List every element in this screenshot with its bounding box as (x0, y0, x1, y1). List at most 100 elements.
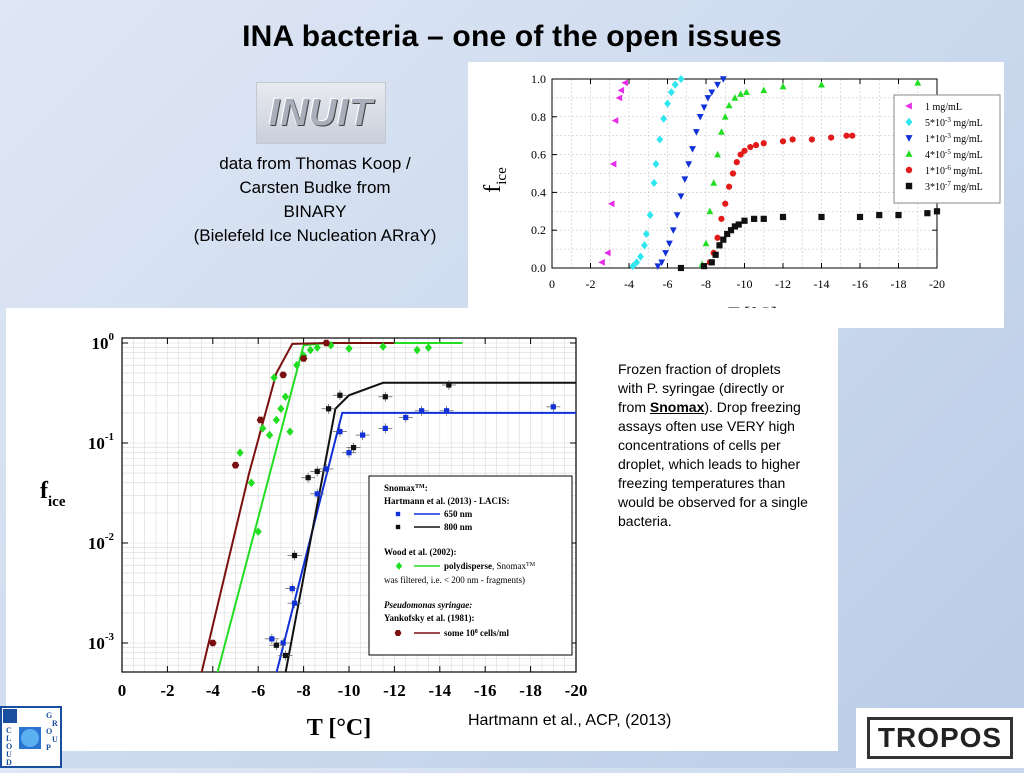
caption-text-end: ). Drop freezing assays often use VERY h… (618, 399, 808, 529)
lacis-frozen-fraction-chart: 0 -2 -4 -6 -8 -10 -12 -14 -16 -18 -2010010-110-210… (40, 331, 588, 741)
x-tick-label: -18 (519, 681, 542, 700)
gridlines (551, 78, 938, 269)
data-point (629, 262, 637, 271)
legend-marker (395, 524, 401, 530)
x-axis-label: T [°C] (307, 715, 372, 741)
data-point (760, 140, 767, 147)
legend-marker (905, 166, 913, 174)
tropos-logo-text: TROPOS (866, 717, 1014, 759)
data-point (779, 213, 787, 221)
data-point (700, 104, 708, 112)
x-tick-label: -16 (852, 277, 868, 291)
data-point (743, 88, 750, 96)
caption-snomax: Snomax (649, 399, 705, 415)
data-point (282, 652, 289, 659)
slide-title: INA bacteria – one of the open issues (242, 20, 782, 53)
inuit-logo-text: INUIT (268, 91, 374, 134)
x-tick-label: -8 (297, 681, 311, 700)
data-point (664, 99, 671, 108)
y-tick-exponent: -3 (105, 631, 115, 643)
data-point (325, 406, 332, 412)
data-point (637, 252, 644, 261)
data-point (615, 94, 623, 102)
data-point (265, 430, 274, 440)
y-axis-label: fice (40, 478, 66, 510)
x-tick-label: -16 (474, 681, 497, 700)
series-maroon (209, 339, 331, 647)
x-tick-label: -12 (383, 681, 406, 700)
data-point (722, 200, 729, 207)
legend-heading: SnomaxTM: (384, 483, 428, 493)
data-point (933, 208, 941, 215)
data-point (269, 636, 275, 642)
data-point (731, 223, 738, 230)
axis-tick-labels: 0 -2 -4 -6 -8 -10 -12 -14 -16 -18 -2010010-110-210… (88, 331, 588, 700)
x-tick-label: -2 (586, 277, 596, 291)
x-tick-label: -20 (929, 277, 945, 291)
data-point (914, 79, 922, 86)
logo-letter: D (6, 758, 12, 767)
data-point (280, 640, 286, 646)
data-point (708, 89, 716, 96)
legend-marker (395, 562, 403, 570)
data-source-text: data from Thomas Koop / Carsten Budke fr… (170, 152, 460, 248)
logo-letter: U (52, 735, 58, 744)
y-tick-exponent: -2 (105, 531, 115, 543)
legend-heading: Hartmann et al. (2013) - LACIS: (384, 496, 510, 506)
y-axis-label-sub: ice (494, 167, 510, 185)
data-point (681, 176, 689, 183)
legend-label: 4*10-5 mg/mL (925, 148, 983, 161)
series-cyan (629, 74, 685, 271)
x-tick-label: -14 (428, 681, 451, 700)
logo-letter: L (6, 734, 11, 743)
legend-label: 3*10-7 mg/mL (925, 180, 983, 193)
legend-box (368, 475, 573, 656)
data-point (607, 200, 615, 208)
data-point (727, 227, 735, 234)
data-point (751, 215, 758, 222)
data-point (650, 178, 658, 187)
data-point (677, 264, 685, 272)
data-point (760, 215, 767, 222)
y-tick-label: 10-1 (88, 431, 114, 453)
legend-marker (905, 117, 913, 127)
data-point (712, 251, 719, 258)
legend-label: 1*10-6 mg/mL (925, 164, 983, 177)
legend-marker (905, 150, 913, 157)
data-point (346, 450, 352, 456)
data-point (654, 263, 662, 270)
data-point (752, 142, 760, 149)
data-point (314, 468, 320, 474)
data-point (314, 491, 320, 497)
data-point (633, 258, 641, 267)
data-point (692, 129, 700, 136)
data-point (714, 150, 721, 158)
data-point (779, 82, 787, 90)
logo-letter: R (52, 719, 58, 728)
y-axis-label-sub: ice (48, 494, 66, 510)
inuit-logo: INUIT (256, 82, 386, 144)
legend-marker (394, 630, 402, 636)
legend-label: 1 mg/mL (925, 102, 962, 113)
data-point (247, 478, 256, 488)
data-point (779, 138, 787, 145)
legend-marker (905, 102, 912, 110)
data-point (662, 250, 669, 257)
data-point (604, 249, 611, 257)
legend: SnomaxTM: Hartmann et al. (2013) - LACIS:… (368, 475, 573, 656)
data-point (725, 101, 733, 109)
data-point (291, 552, 298, 559)
data-point (270, 373, 278, 382)
x-tick-label: -4 (624, 277, 634, 291)
legend-marker (395, 511, 401, 517)
data-point (876, 211, 883, 219)
fit-line (200, 342, 395, 672)
y-tick-label: 10-2 (88, 531, 115, 553)
data-point (611, 117, 619, 124)
data-point (337, 429, 343, 435)
data-point (642, 229, 650, 239)
data-point (609, 160, 617, 168)
data-point (345, 344, 353, 353)
y-tick-label: 0.4 (531, 185, 546, 199)
data-point (719, 76, 727, 83)
